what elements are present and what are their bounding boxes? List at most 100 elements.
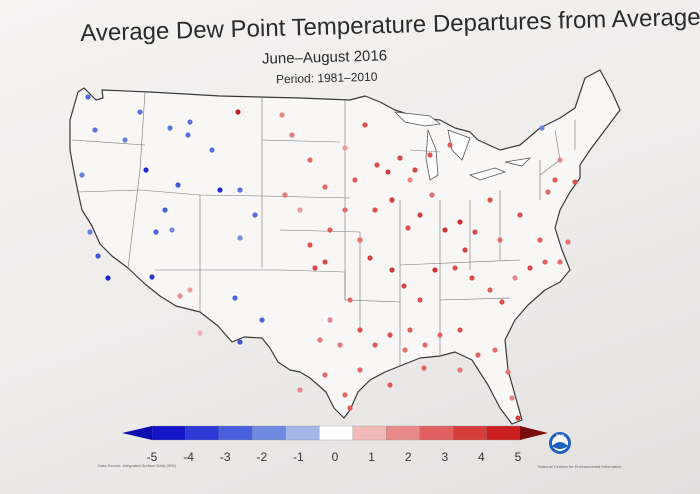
station-marker xyxy=(402,347,408,353)
station-marker xyxy=(297,207,303,213)
station-marker xyxy=(342,207,348,213)
station-marker xyxy=(197,330,203,336)
station-marker xyxy=(357,327,363,333)
station-marker xyxy=(177,293,183,299)
station-marker xyxy=(169,227,175,233)
station-marker xyxy=(372,207,378,213)
station-marker xyxy=(557,157,563,163)
station-marker xyxy=(447,142,453,148)
station-marker xyxy=(499,299,505,305)
station-marker xyxy=(492,347,498,353)
legend-tick-label: 4 xyxy=(478,450,485,464)
station-marker xyxy=(137,109,143,115)
noaa-logo: NOAA xyxy=(549,432,571,454)
legend-bin xyxy=(218,425,254,441)
station-marker xyxy=(572,179,578,185)
station-marker xyxy=(389,197,395,203)
station-marker xyxy=(87,229,93,235)
legend-tick-label: -4 xyxy=(183,450,194,464)
station-marker xyxy=(122,137,128,143)
station-marker xyxy=(105,275,111,281)
legend-tick-label: 0 xyxy=(332,450,339,464)
station-marker xyxy=(307,157,313,163)
legend-tick-label: 2 xyxy=(405,450,412,464)
legend-tick-label: 1 xyxy=(368,450,375,464)
station-marker xyxy=(542,259,548,265)
station-marker xyxy=(322,372,328,378)
station-marker xyxy=(307,242,313,248)
station-marker xyxy=(92,127,98,133)
station-marker xyxy=(289,132,295,138)
station-marker xyxy=(389,267,395,273)
station-marker xyxy=(327,227,333,233)
station-markers xyxy=(79,94,578,421)
station-marker xyxy=(187,119,193,125)
legend-colorbar: -5 -4 -3 -2 -1 0 1 2 3 4 5 xyxy=(122,425,548,464)
legend-bin xyxy=(185,425,220,441)
station-marker xyxy=(387,332,393,338)
station-marker xyxy=(282,192,288,198)
agency-credit: National Centers for Environmental Infor… xyxy=(538,464,622,469)
station-marker xyxy=(297,387,303,393)
station-marker xyxy=(427,152,433,158)
legend-tick-label: 3 xyxy=(441,450,448,464)
station-marker xyxy=(95,253,101,259)
station-marker xyxy=(417,212,423,218)
legend-bin xyxy=(452,425,488,441)
legend-tick-label: 5 xyxy=(515,450,522,464)
station-marker xyxy=(327,317,333,323)
station-marker xyxy=(512,275,518,281)
station-marker xyxy=(405,225,411,231)
station-marker xyxy=(149,274,155,280)
station-marker xyxy=(552,177,558,183)
station-marker xyxy=(357,367,363,373)
station-marker xyxy=(237,339,243,345)
station-marker xyxy=(143,167,149,173)
station-marker xyxy=(185,132,191,138)
station-marker xyxy=(565,239,571,245)
station-marker xyxy=(442,227,448,233)
station-marker xyxy=(387,382,393,388)
station-marker xyxy=(235,109,241,115)
station-marker xyxy=(322,259,328,265)
state-boundaries xyxy=(71,91,576,366)
station-marker xyxy=(472,229,478,235)
station-marker xyxy=(153,229,159,235)
station-marker xyxy=(372,342,378,348)
legend-tick-label: -5 xyxy=(147,450,158,464)
station-marker xyxy=(407,327,413,333)
station-marker xyxy=(337,342,343,348)
station-marker xyxy=(457,219,463,225)
station-marker xyxy=(187,287,193,293)
station-marker xyxy=(85,94,91,100)
station-marker xyxy=(517,212,523,218)
station-marker xyxy=(515,415,521,421)
station-marker xyxy=(352,177,358,183)
station-marker xyxy=(79,172,85,178)
station-marker xyxy=(362,122,368,128)
station-marker xyxy=(422,342,428,348)
station-marker xyxy=(385,169,391,175)
legend-bin xyxy=(486,425,521,441)
station-marker xyxy=(537,237,543,243)
station-marker xyxy=(209,147,215,153)
station-marker xyxy=(317,337,323,343)
station-marker xyxy=(462,247,468,253)
data-source-credit: Data Source: Integrated Surface Daily (I… xyxy=(98,463,176,468)
station-marker xyxy=(312,265,318,271)
station-marker xyxy=(509,395,515,401)
station-marker xyxy=(342,145,348,151)
legend-bin xyxy=(352,425,387,441)
station-marker xyxy=(322,184,328,190)
station-marker xyxy=(452,265,458,271)
station-marker xyxy=(487,197,493,203)
legend-tick-label: -2 xyxy=(256,450,267,464)
legend-bin xyxy=(419,425,454,441)
legend-bin xyxy=(285,425,320,441)
station-marker xyxy=(457,327,463,333)
legend-tick-label: -1 xyxy=(293,450,304,464)
legend-left-arrow xyxy=(122,426,152,440)
station-marker xyxy=(557,259,563,265)
legend-right-arrow xyxy=(520,426,548,440)
